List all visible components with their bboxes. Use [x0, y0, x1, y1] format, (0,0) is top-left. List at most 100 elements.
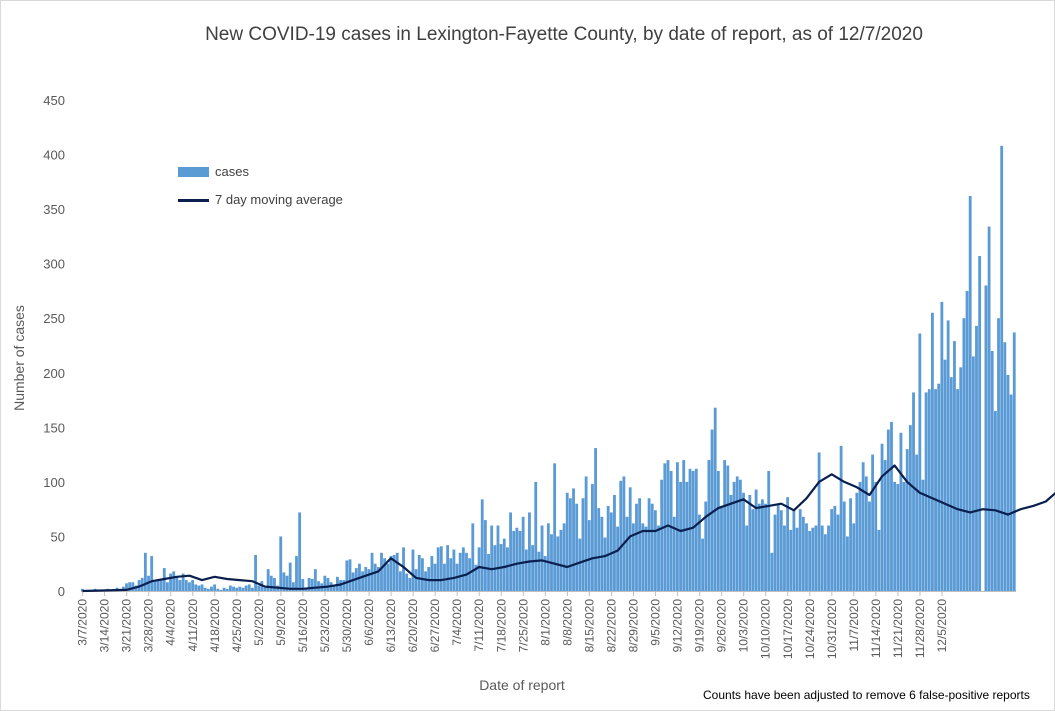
- bar-cases: [241, 587, 245, 591]
- bar-cases: [562, 523, 566, 591]
- bar-cases: [720, 505, 723, 591]
- bar-cases: [531, 545, 535, 591]
- bar-cases: [713, 407, 717, 591]
- bar-cases: [307, 577, 311, 591]
- x-tick-label: 11/21/2020: [891, 599, 905, 658]
- bar-cases: [600, 516, 604, 591]
- bar-cases: [439, 546, 443, 591]
- bar-cases: [515, 527, 519, 591]
- bar-cases: [622, 476, 626, 591]
- bar-cases: [251, 587, 254, 591]
- bar-cases: [635, 503, 638, 591]
- x-tick-label: 4/4/2020: [164, 599, 178, 646]
- bar-cases: [361, 571, 365, 591]
- bar-cases: [770, 552, 774, 591]
- bar-cases: [641, 523, 645, 591]
- bar-cases: [679, 481, 682, 591]
- bar-cases: [638, 498, 642, 591]
- bar-cases: [993, 410, 997, 591]
- bar-cases: [729, 494, 733, 591]
- bar-cases: [310, 579, 314, 591]
- bar-cases: [899, 432, 903, 591]
- bar-cases: [534, 481, 538, 591]
- y-tick-label: 300: [43, 257, 65, 272]
- x-tick-label: 4/25/2020: [230, 599, 244, 653]
- bar-cases: [915, 454, 919, 591]
- bar-cases: [336, 576, 339, 591]
- bar-cases: [631, 523, 635, 591]
- x-tick-label: 10/10/2020: [759, 599, 773, 659]
- x-tick-label: 3/21/2020: [120, 599, 134, 653]
- bar-cases: [754, 489, 758, 591]
- bar-cases: [546, 523, 550, 591]
- bar-cases: [814, 525, 818, 591]
- x-tick-label: 8/1/2020: [538, 599, 552, 646]
- bar-cases: [968, 196, 972, 591]
- bar-cases: [414, 569, 418, 591]
- bar-cases: [956, 389, 960, 591]
- bar-cases: [496, 525, 500, 591]
- bar-cases: [676, 462, 679, 591]
- bar-cases: [128, 582, 132, 591]
- bar-cases: [597, 508, 601, 591]
- bar-cases: [424, 571, 427, 591]
- bar-cases: [594, 448, 597, 591]
- bar-cases: [619, 480, 623, 591]
- bar-cases: [732, 481, 736, 591]
- bar-cases: [518, 530, 522, 591]
- bar-cases: [430, 556, 434, 591]
- bar-cases: [575, 503, 579, 591]
- bar-cases: [704, 501, 708, 591]
- legend-label-moving-average: 7 day moving average: [215, 192, 343, 207]
- bar-cases: [219, 589, 223, 591]
- bar-cases: [864, 476, 868, 591]
- bar-cases: [874, 481, 878, 591]
- x-tick-label: 8/29/2020: [627, 599, 641, 653]
- bar-cases: [581, 498, 585, 591]
- bar-cases: [342, 580, 346, 591]
- bar-cases: [474, 564, 478, 591]
- bar-cases: [836, 514, 840, 591]
- y-tick-label: 0: [58, 584, 65, 599]
- bar-cases: [842, 501, 846, 591]
- bar-cases: [858, 481, 862, 591]
- bar-cases: [694, 468, 698, 591]
- bar-cases: [421, 558, 424, 591]
- y-tick-label: 100: [43, 475, 65, 490]
- bar-cases: [301, 579, 305, 591]
- bar-cases: [228, 585, 232, 591]
- bar-cases: [609, 512, 613, 591]
- bar-cases: [669, 470, 673, 591]
- bar-cases: [506, 547, 509, 591]
- bar-cases: [742, 492, 745, 591]
- bar-cases: [940, 301, 944, 591]
- bar-cases: [830, 509, 834, 591]
- bar-cases: [1000, 145, 1004, 591]
- bar-cases: [877, 529, 881, 591]
- bar-cases: [295, 556, 298, 591]
- bar-cases: [291, 582, 295, 591]
- bar-cases: [449, 558, 453, 591]
- x-tick-label: 9/19/2020: [693, 599, 707, 653]
- x-tick-label: 3/7/2020: [76, 599, 90, 646]
- bar-cases: [348, 559, 352, 591]
- bar-cases: [222, 587, 226, 591]
- bar-cases: [326, 577, 330, 591]
- bar-cases: [524, 549, 528, 591]
- bar-cases: [521, 516, 525, 591]
- x-tick-label: 5/9/2020: [274, 599, 288, 646]
- x-tick-label: 10/31/2020: [825, 599, 839, 659]
- bar-cases: [990, 350, 994, 591]
- bar-cases: [213, 584, 217, 591]
- bar-cases: [553, 463, 557, 591]
- bar-cases: [417, 554, 421, 591]
- bar-cases: [984, 285, 988, 591]
- moving-average-line: [82, 464, 1055, 593]
- y-tick-label: 50: [51, 529, 65, 544]
- bar-cases: [698, 514, 701, 591]
- x-tick-label: 7/25/2020: [516, 599, 530, 653]
- bar-cases: [565, 492, 569, 591]
- bar-cases: [584, 476, 588, 591]
- bar-cases: [761, 499, 764, 591]
- bar-cases: [908, 425, 912, 591]
